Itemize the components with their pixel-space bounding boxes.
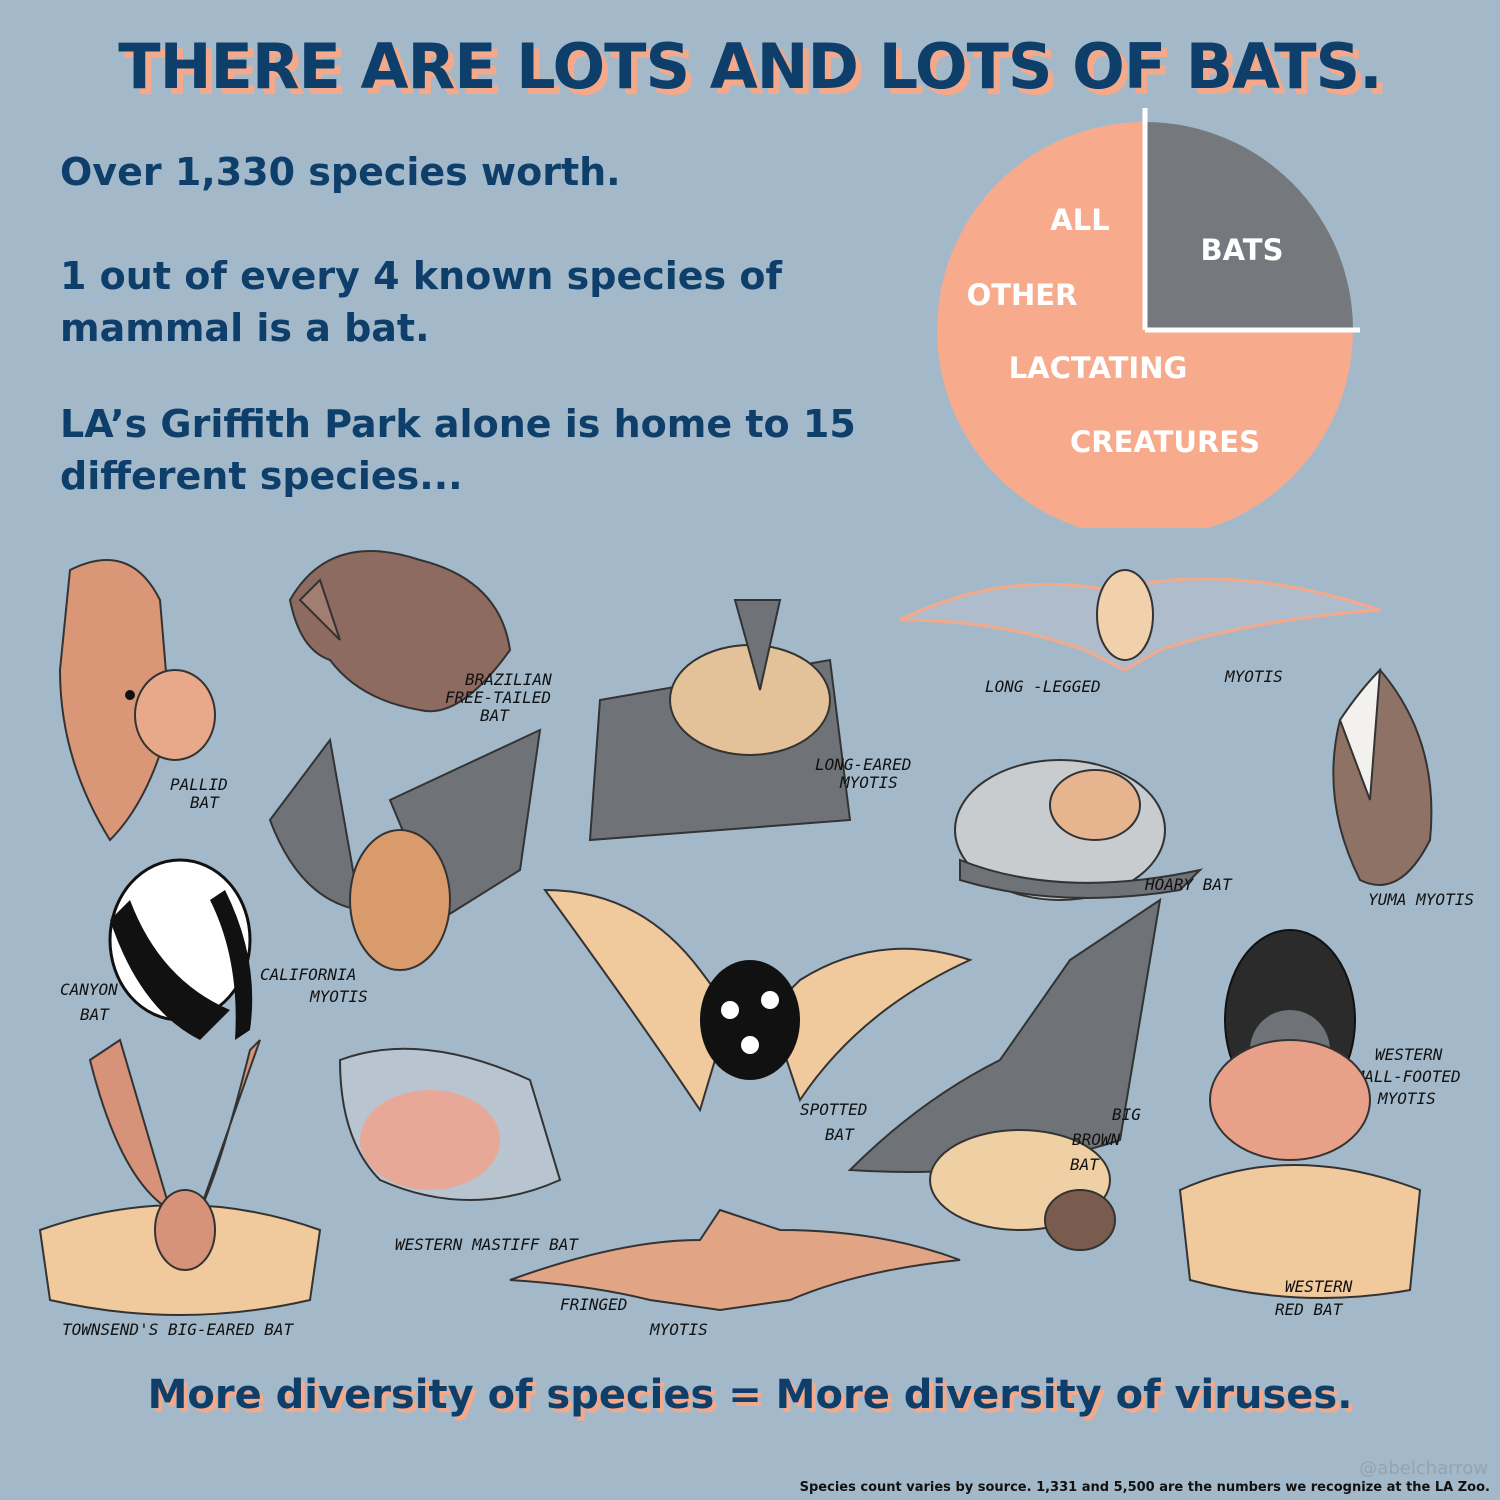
label-canyon-1: CANYON: [60, 980, 118, 999]
label-mastiff: WESTERN MASTIFF BAT: [395, 1235, 579, 1254]
long-eared-myotis-drawing: LONG-EARED MYOTIS: [588, 599, 911, 842]
pie-slice-other: [937, 122, 1353, 528]
western-mastiff-bat-drawing: WESTERN MASTIFF BAT: [338, 1047, 579, 1254]
label-brazilian-1: BRAZILIAN: [465, 670, 552, 689]
label-wsf-2: SMALL-FOOTED: [1345, 1067, 1461, 1086]
page-title: THERE ARE LOTS AND LOTS OF BATS.: [118, 30, 1382, 103]
label-western-red-2: RED BAT: [1275, 1300, 1344, 1319]
yuma-myotis-drawing: YUMA MYOTIS: [1332, 667, 1474, 909]
long-legged-myotis-drawing: LONG -LEGGED MYOTIS: [899, 569, 1381, 696]
label-fringed-2: MYOTIS: [649, 1320, 708, 1339]
label-pallid-2: BAT: [190, 793, 220, 812]
california-myotis-drawing: CALIFORNIA MYOTIS: [260, 728, 542, 1006]
label-brazilian-2: FREE-TAILED: [445, 688, 551, 707]
brazilian-free-tailed-bat-drawing: BRAZILIAN FREE-TAILED BAT: [288, 550, 552, 725]
label-long-legged-1: LONG -LEGGED: [985, 677, 1101, 696]
label-pallid-1: PALLID: [170, 775, 228, 794]
pie-label-other-4: CREATURES: [1070, 425, 1260, 459]
pallid-bat-drawing: PALLID BAT: [58, 559, 228, 842]
spotted-bat-drawing: SPOTTED BAT: [543, 888, 973, 1144]
label-long-eared-1: LONG-EARED: [815, 755, 911, 774]
pie-chart: BATS ALL OTHER LACTATING CREATURES: [937, 108, 1360, 528]
label-yuma: YUMA MYOTIS: [1368, 890, 1474, 909]
big-brown-bat-drawing: BIG BROWN BAT: [847, 897, 1162, 1251]
artist-handle: @abelcharrow: [1359, 1458, 1488, 1479]
pie-slice-bats: [1145, 122, 1353, 330]
label-canyon-2: BAT: [80, 1005, 110, 1024]
label-spotted-2: BAT: [825, 1125, 855, 1144]
pie-label-other-1: ALL: [1050, 203, 1109, 237]
label-townsends: TOWNSEND'S BIG-EARED BAT: [62, 1320, 295, 1339]
label-big-brown-1: BIG: [1112, 1105, 1141, 1124]
bottom-tagline: More diversity of species = More diversi…: [147, 1372, 1353, 1418]
fact-griffith-park: LA’s Griffith Park alone is home to 15 d…: [60, 402, 856, 498]
fringed-myotis-drawing: FRINGED MYOTIS: [509, 1208, 961, 1339]
label-california-1: CALIFORNIA: [260, 965, 356, 984]
label-spotted-1: SPOTTED: [800, 1100, 867, 1119]
label-california-2: MYOTIS: [309, 987, 368, 1006]
western-red-bat-drawing: WESTERN RED BAT: [1178, 1039, 1422, 1319]
label-hoary: HOARY BAT: [1144, 875, 1233, 894]
label-wsf-1: WESTERN: [1375, 1045, 1443, 1064]
bat-illustrations: PALLID BAT BRAZILIAN FREE-TAILED BAT LON…: [38, 550, 1474, 1339]
fact-one-in-four: 1 out of every 4 known species of mammal…: [60, 254, 783, 350]
pie-label-other-3: LACTATING: [1009, 351, 1188, 385]
label-long-eared-2: MYOTIS: [839, 773, 898, 792]
label-fringed-1: FRINGED: [560, 1295, 627, 1314]
label-long-legged-2: MYOTIS: [1224, 667, 1283, 686]
label-western-red-1: WESTERN: [1285, 1277, 1353, 1296]
hoary-bat-drawing: HOARY BAT: [954, 759, 1233, 901]
canyon-bat-drawing: CANYON BAT: [60, 858, 253, 1040]
label-big-brown-3: BAT: [1070, 1155, 1100, 1174]
townsends-big-eared-bat-drawing: TOWNSEND'S BIG-EARED BAT: [38, 1038, 322, 1339]
label-brazilian-3: BAT: [480, 706, 510, 725]
label-wsf-3: MYOTIS: [1377, 1089, 1436, 1108]
pie-label-bats: BATS: [1201, 233, 1284, 267]
fact-species-count: Over 1,330 species worth.: [60, 150, 621, 194]
label-big-brown-2: BROWN: [1072, 1130, 1121, 1149]
pie-label-other-2: OTHER: [967, 278, 1078, 312]
footnote: Species count varies by source. 1,331 an…: [799, 1480, 1490, 1495]
